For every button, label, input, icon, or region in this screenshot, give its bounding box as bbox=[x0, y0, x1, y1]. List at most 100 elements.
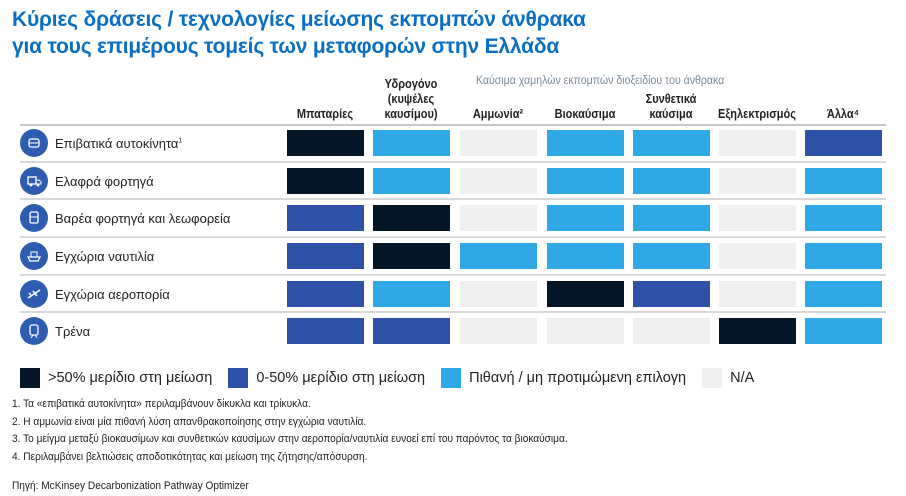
matrix-cell-na bbox=[460, 318, 537, 344]
legend-label: 0-50% μερίδιο στη μείωση bbox=[256, 370, 426, 386]
plane-icon bbox=[20, 280, 48, 308]
matrix-cell-na bbox=[460, 168, 537, 194]
column-header-label: Εξηλεκτρισμός bbox=[718, 107, 796, 121]
truck-icon bbox=[20, 167, 48, 195]
row-label-text: Ελαφρά φορτηγά bbox=[55, 174, 154, 189]
matrix-cell-na bbox=[547, 318, 624, 344]
row-label-text: Τρένα bbox=[55, 324, 90, 339]
matrix-cell-light bbox=[460, 243, 537, 269]
divider bbox=[20, 161, 886, 163]
matrix-cell-dark bbox=[719, 318, 796, 344]
matrix-cell-blue bbox=[373, 318, 450, 344]
matrix-cell-dark bbox=[373, 243, 450, 269]
matrix-cell-blue bbox=[287, 318, 364, 344]
car-icon bbox=[20, 129, 48, 157]
matrix-cell-blue bbox=[633, 281, 710, 307]
legend-item: 0-50% μερίδιο στη μείωση bbox=[228, 368, 425, 388]
matrix-cell-na bbox=[460, 205, 537, 231]
divider bbox=[20, 311, 886, 313]
bus-icon bbox=[20, 204, 48, 232]
matrix-cell-light bbox=[805, 243, 882, 269]
matrix-cell-na bbox=[460, 130, 537, 156]
matrix-cell-dark bbox=[547, 281, 624, 307]
legend: >50% μερίδιο στη μείωση 0-50% μερίδιο στη… bbox=[20, 368, 770, 388]
matrix-cell-light bbox=[373, 168, 450, 194]
row-label-name: Εγχώρια αεροπορία bbox=[55, 286, 170, 302]
matrix-cell-light bbox=[805, 318, 882, 344]
matrix-cell-light bbox=[633, 130, 710, 156]
matrix-cell-na bbox=[719, 281, 796, 307]
column-header: Εξηλεκτρισμός bbox=[715, 80, 799, 122]
row-label: Εγχώρια ναυτιλία bbox=[20, 241, 154, 271]
column-header-label: Μπαταρίες bbox=[296, 107, 354, 121]
matrix-cell-light bbox=[805, 205, 882, 231]
row-label: Εγχώρια αεροπορία bbox=[20, 279, 170, 309]
divider bbox=[20, 236, 886, 238]
row-label-name: Εγχώρια ναυτιλία bbox=[55, 248, 155, 264]
train-icon bbox=[20, 317, 48, 345]
footnote: 4. Περιλαμβάνει βελτιώσεις αποδοτικότητα… bbox=[12, 451, 368, 463]
matrix-cell-light bbox=[547, 168, 624, 194]
divider bbox=[20, 274, 886, 276]
matrix-cell-blue bbox=[805, 130, 882, 156]
legend-swatch bbox=[441, 368, 462, 388]
matrix-cell-light bbox=[633, 205, 710, 231]
legend-label: >50% μερίδιο στη μείωση bbox=[48, 370, 213, 386]
legend-item: >50% μερίδιο στη μείωση bbox=[20, 368, 212, 388]
row-label: Βαρέα φορτηγά και λεωφορεία bbox=[20, 203, 230, 233]
row-label-text: Επιβατικά αυτοκίνητα1 bbox=[55, 136, 182, 151]
column-header-label: Βιοκαύσιμα bbox=[554, 107, 616, 121]
matrix-cell-light bbox=[373, 130, 450, 156]
matrix-cell-light bbox=[373, 281, 450, 307]
matrix-cell-blue bbox=[287, 243, 364, 269]
title-line-2: για τους επιμέρους τομείς των μεταφορών … bbox=[12, 35, 560, 58]
row-label: Ελαφρά φορτηγά bbox=[20, 166, 154, 196]
footnote-ref: 1 bbox=[178, 137, 183, 145]
row-label-name: Ελαφρά φορτηγά bbox=[55, 173, 154, 189]
footnote: 2. Η αμμωνία είναι μία πιθανή λύση απανθ… bbox=[12, 416, 367, 428]
legend-label: N/A bbox=[730, 370, 755, 386]
legend-swatch bbox=[228, 368, 249, 388]
matrix-cell-light bbox=[633, 243, 710, 269]
ship-icon bbox=[20, 242, 48, 270]
footnote: 3. Το μείγμα μεταξύ βιοκαυσίμων και συνθ… bbox=[12, 433, 568, 445]
row-label-name: Τρένα bbox=[55, 323, 91, 339]
page-title: Κύριες δράσεις / τεχνολογίες μείωσης εκπ… bbox=[12, 6, 586, 60]
matrix-cell-na bbox=[633, 318, 710, 344]
column-header-label: Υδρογόνο (κυψέλες καυσίμου) bbox=[384, 77, 438, 121]
column-header: Άλλα⁴ bbox=[801, 80, 885, 122]
matrix-cell-light bbox=[547, 243, 624, 269]
legend-item: N/A bbox=[702, 368, 754, 388]
legend-swatch bbox=[20, 368, 40, 388]
matrix-cell-na bbox=[719, 243, 796, 269]
row-label: Επιβατικά αυτοκίνητα1 bbox=[20, 128, 182, 158]
matrix-cell-light bbox=[805, 168, 882, 194]
row-label: Τρένα bbox=[20, 316, 90, 346]
footnote: 1. Τα «επιβατικά αυτοκίνητα» περιλαμβάνο… bbox=[12, 398, 311, 410]
group-header: Καύσιμα χαμηλών εκπομπών διοξειδίου του … bbox=[476, 73, 725, 87]
column-header-label: Αμμωνία² bbox=[472, 107, 524, 121]
matrix-cell-na bbox=[719, 168, 796, 194]
matrix-cell-blue bbox=[287, 205, 364, 231]
row-label-text: Εγχώρια αεροπορία bbox=[55, 287, 170, 302]
matrix-cell-blue bbox=[287, 281, 364, 307]
title-line-1: Κύριες δράσεις / τεχνολογίες μείωσης εκπ… bbox=[12, 8, 586, 31]
column-header-label: Συνθετικά καύσιμα bbox=[645, 92, 697, 121]
column-header: Συνθετικά καύσιμα bbox=[629, 80, 713, 122]
divider bbox=[20, 198, 886, 200]
matrix-cell-light bbox=[633, 168, 710, 194]
source-note: Πηγή: McKinsey Decarbonization Pathway O… bbox=[12, 480, 249, 492]
matrix-cell-light bbox=[547, 130, 624, 156]
row-label-text: Βαρέα φορτηγά και λεωφορεία bbox=[55, 211, 230, 226]
matrix-cell-dark bbox=[373, 205, 450, 231]
column-header-label: Άλλα⁴ bbox=[826, 107, 860, 121]
column-header: Αμμωνία² bbox=[456, 80, 540, 122]
matrix-cell-na bbox=[719, 130, 796, 156]
row-label-name: Επιβατικά αυτοκίνητα bbox=[55, 135, 179, 151]
matrix-cell-na bbox=[719, 205, 796, 231]
column-header: Μπαταρίες bbox=[283, 80, 367, 122]
row-label-name: Βαρέα φορτηγά και λεωφορεία bbox=[55, 210, 231, 226]
matrix-cell-light bbox=[805, 281, 882, 307]
matrix-cell-dark bbox=[287, 130, 364, 156]
legend-swatch bbox=[702, 368, 723, 388]
